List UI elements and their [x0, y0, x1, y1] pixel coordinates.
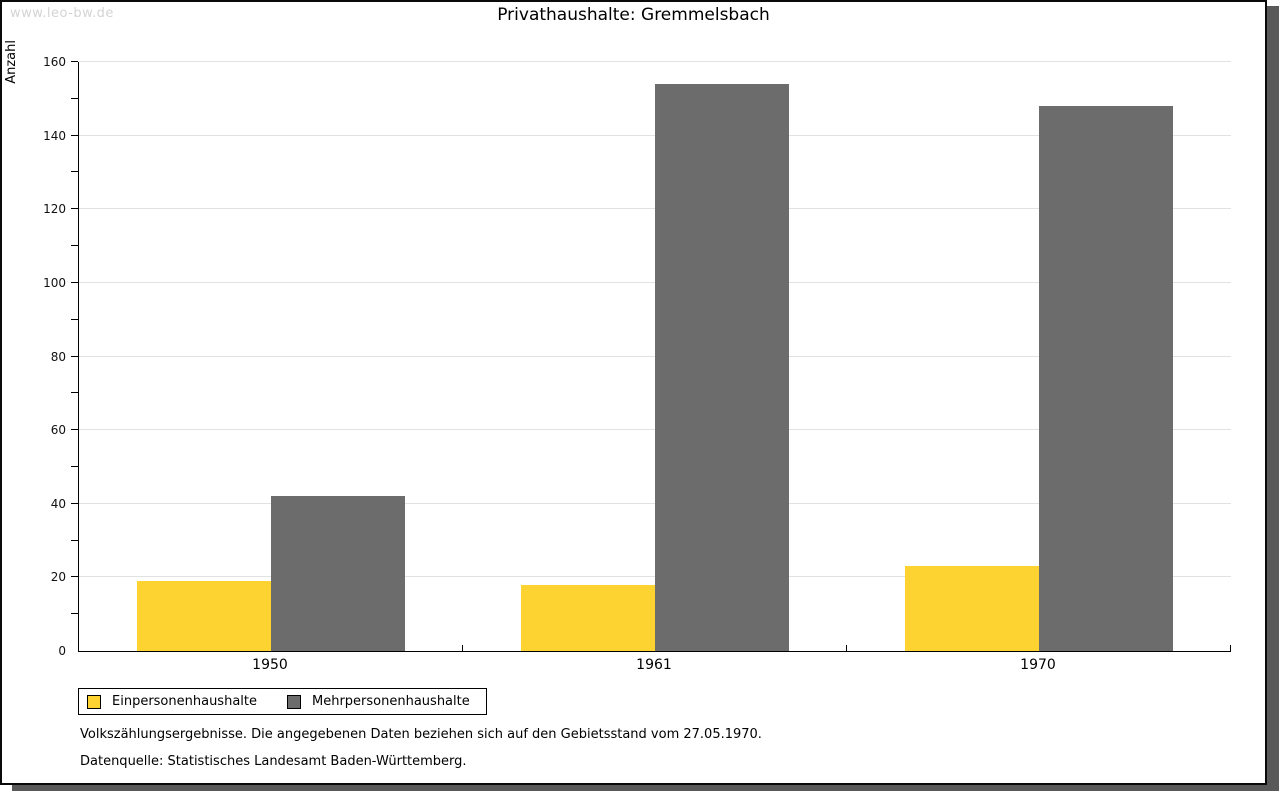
legend-swatch-mehrpersonenhaushalte [287, 694, 301, 709]
y-tick-mark [71, 576, 78, 578]
y-tick-mark [71, 61, 78, 62]
y-tick-mark [71, 429, 78, 431]
y-tick-mark [71, 392, 78, 394]
bar-einpersonenhaushalte-1961 [521, 584, 655, 651]
bar-group-1961 [463, 62, 847, 651]
bar-mehrpersonenhaushalte-1970 [1039, 106, 1173, 651]
legend-label: Einpersonenhaushalte [112, 694, 257, 709]
y-tick-label: 20 [50, 570, 66, 585]
y-tick-mark [71, 245, 78, 247]
bar-einpersonenhaushalte-1950 [137, 581, 271, 651]
bar-groups [79, 62, 1231, 651]
y-tick-label: 160 [43, 55, 66, 69]
gridline-160 [79, 61, 1231, 62]
y-tick-mark [71, 465, 78, 467]
y-tick-label: 140 [43, 128, 66, 143]
footnote-line: Volkszählungsergebnisse. Die angegebenen… [80, 727, 762, 742]
legend-entry: Mehrpersonenhaushalte [287, 694, 470, 709]
x-tick-mark [462, 645, 463, 651]
y-tick-mark [71, 318, 78, 320]
y-tick-label: 0 [58, 644, 66, 658]
legend-swatch-einpersonenhaushalte [87, 694, 101, 709]
footnotes: Volkszählungsergebnisse. Die angegebenen… [80, 727, 762, 781]
footnote-line: Datenquelle: Statistisches Landesamt Bad… [80, 754, 467, 769]
x-tick-label-1961: 1961 [636, 657, 672, 673]
legend-label: Mehrpersonenhaushalte [312, 694, 470, 709]
y-tick-label: 80 [50, 349, 66, 364]
y-tick-label: 120 [43, 202, 66, 217]
y-axis-label: Anzahl [4, 40, 19, 84]
y-tick-mark [71, 281, 78, 283]
y-tick-label: 100 [43, 275, 66, 290]
y-tick-mark [71, 539, 78, 541]
bar-group-1970 [847, 62, 1231, 651]
x-tick-mark [1230, 645, 1231, 651]
y-tick-mark [71, 208, 78, 210]
legend-entry: Einpersonenhaushalte [87, 694, 257, 709]
bar-einpersonenhaushalte-1970 [905, 566, 1039, 651]
y-tick-label: 40 [50, 496, 66, 511]
y-tick-mark [71, 171, 78, 173]
y-tick-mark [71, 97, 78, 99]
y-tick-mark [71, 134, 78, 136]
y-tick-mark [71, 355, 78, 357]
bar-group-1950 [79, 62, 463, 651]
x-tick-label-1970: 1970 [1020, 657, 1056, 673]
x-tick-label-1950: 1950 [252, 657, 288, 673]
watermark-text: www.leo-bw.de [10, 6, 114, 21]
legend-box: Einpersonenhaushalte Mehrpersonenhaushalt… [78, 688, 487, 715]
y-tick-label: 60 [50, 423, 66, 438]
bar-mehrpersonenhaushalte-1950 [271, 496, 405, 651]
bar-mehrpersonenhaushalte-1961 [655, 84, 789, 651]
chart-title: Privathaushalte: Gremmelsbach [497, 5, 770, 25]
x-axis-tick-labels: 1950 1961 1970 [78, 657, 1230, 673]
plot-area: 0 20 40 60 80 100 120 140 160 [43, 56, 1231, 657]
x-tick-mark [846, 645, 847, 651]
y-tick-mark [71, 502, 78, 504]
y-tick-mark [71, 613, 78, 615]
